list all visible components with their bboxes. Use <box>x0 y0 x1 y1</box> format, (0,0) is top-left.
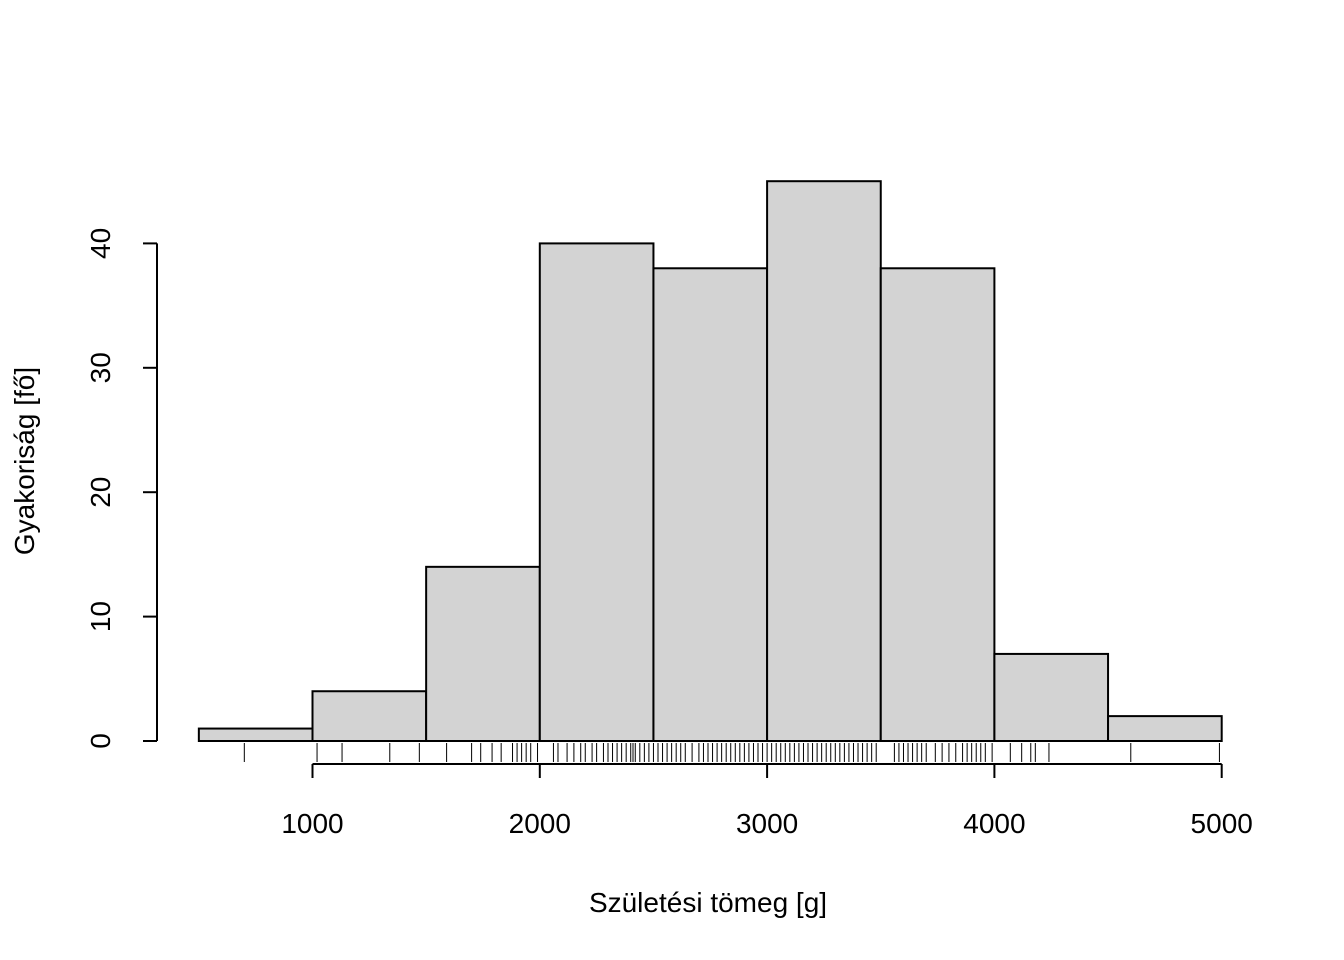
x-axis: 1000 2000 3000 4000 5000 <box>281 763 1253 839</box>
x-tick-label-0: 1000 <box>281 808 343 839</box>
y-tick-label-3: 30 <box>85 352 116 383</box>
histogram-bar-3 <box>538 242 655 742</box>
histogram-bar-1 <box>311 690 428 742</box>
histogram-bars <box>197 180 1223 743</box>
histogram-bar-7 <box>993 652 1110 742</box>
histogram-bar-6 <box>879 267 996 742</box>
histogram-bar-2 <box>425 565 541 743</box>
x-axis-title: Születési tömeg [g] <box>589 887 827 918</box>
y-tick-label-2: 20 <box>85 477 116 508</box>
histogram-bar-4 <box>652 267 769 742</box>
x-tick-label-2: 3000 <box>736 808 798 839</box>
y-axis: 0 10 20 30 40 <box>85 228 158 749</box>
rug-marks <box>243 743 1220 762</box>
y-tick-label-0: 0 <box>85 733 116 749</box>
histogram-bar-5 <box>766 180 882 742</box>
x-tick-label-1: 2000 <box>509 808 571 839</box>
x-tick-label-3: 4000 <box>963 808 1025 839</box>
histogram-bar-8 <box>1107 715 1223 742</box>
y-tick-label-4: 40 <box>85 228 116 259</box>
y-tick-label-1: 10 <box>85 601 116 632</box>
x-tick-label-4: 5000 <box>1191 808 1253 839</box>
histogram-bar-0 <box>197 727 314 742</box>
y-axis-title: Gyakoriság [fő] <box>9 367 40 555</box>
